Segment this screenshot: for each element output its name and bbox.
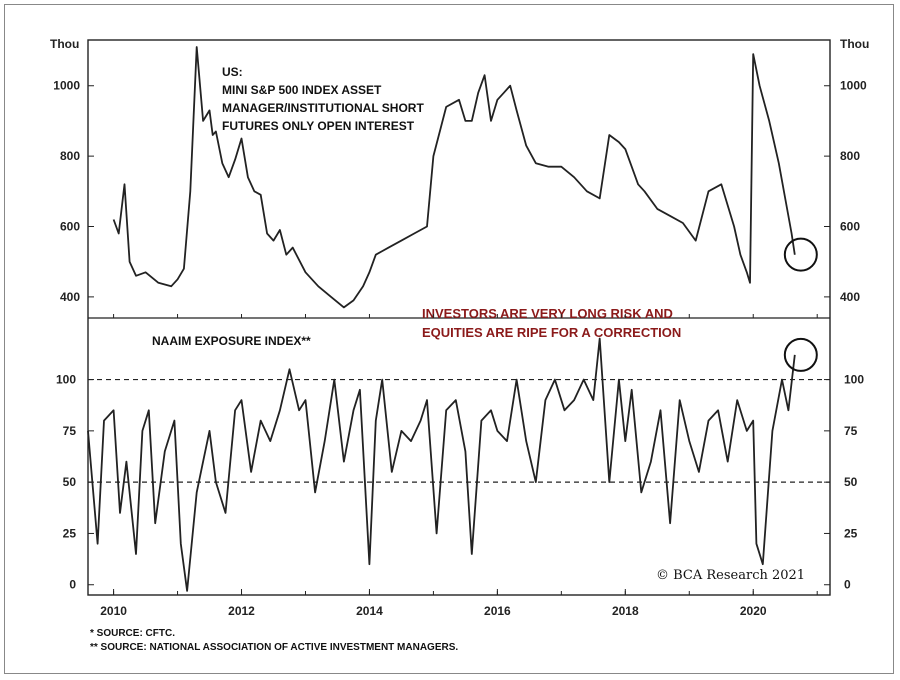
- bottom-title: NAAIM EXPOSURE INDEX**: [152, 334, 311, 348]
- annotation-line-2: EQUITIES ARE RIPE FOR A CORRECTION: [422, 325, 681, 340]
- top-title-line-3: MANAGER/INSTITUTIONAL SHORT: [222, 101, 424, 115]
- unit-label-left: Thou: [50, 37, 79, 51]
- top-ytick-label-right: 400: [840, 290, 860, 304]
- open-interest-line: [112, 46, 796, 309]
- bottom-ytick-label-left: 50: [63, 475, 77, 489]
- xtick-label: 2018: [612, 604, 639, 618]
- top-ytick-label-right: 1000: [840, 79, 867, 93]
- footnote-cftc: * SOURCE: CFTC.: [90, 628, 175, 639]
- top-ytick-label-left: 400: [60, 290, 80, 304]
- bottom-ytick-label-right: 100: [844, 373, 864, 387]
- top-ytick-label-right: 600: [840, 220, 860, 234]
- bottom-ytick-label-right: 25: [844, 526, 858, 540]
- reference-lines: [88, 378, 830, 483]
- top-axis-ticks: 400 400 600 600 800 800 1000 1000: [53, 79, 867, 304]
- bottom-ytick-label-left: 0: [69, 578, 76, 592]
- top-title-line-4: FUTURES ONLY OPEN INTEREST: [222, 119, 415, 133]
- top-ytick-label-left: 800: [60, 149, 80, 163]
- bottom-ytick-label-right: 75: [844, 424, 858, 438]
- copyright-text: © BCA Research 2021: [656, 568, 805, 583]
- highlight-circle-bottom: [783, 337, 818, 372]
- top-title-line-1: US:: [222, 65, 243, 79]
- top-title-line-2: MINI S&P 500 INDEX ASSET: [222, 83, 382, 97]
- xtick-label: 2012: [228, 604, 255, 618]
- xtick-label: 2016: [484, 604, 511, 618]
- bottom-ytick-label-left: 25: [63, 526, 77, 540]
- top-ytick-label-left: 1000: [53, 79, 80, 93]
- top-ytick-label-right: 800: [840, 149, 860, 163]
- bottom-ytick-label-right: 50: [844, 475, 858, 489]
- chart-frame: [4, 4, 894, 674]
- highlight-circle-top: [783, 237, 818, 272]
- bottom-ytick-label-left: 100: [56, 373, 76, 387]
- naaim-exposure-line: [87, 337, 796, 592]
- unit-label-right: Thou: [840, 37, 869, 51]
- bottom-ytick-label-left: 75: [63, 424, 77, 438]
- bottom-ytick-label-right: 0: [844, 578, 851, 592]
- xtick-label: 2010: [100, 604, 127, 618]
- footnote-naaim: ** SOURCE: NATIONAL ASSOCIATION OF ACTIV…: [90, 642, 459, 653]
- xtick-label: 2020: [740, 604, 767, 618]
- annotation-line-1: INVESTORS ARE VERY LONG RISK AND: [422, 306, 673, 321]
- xtick-label: 2014: [356, 604, 383, 618]
- top-ytick-label-left: 600: [60, 220, 80, 234]
- x-axis-ticks: 2010 2012 2014 2016 2018 2020: [100, 314, 818, 618]
- bottom-axis-ticks: 0 0 25 25 50 50 75 75 100 100: [56, 373, 864, 592]
